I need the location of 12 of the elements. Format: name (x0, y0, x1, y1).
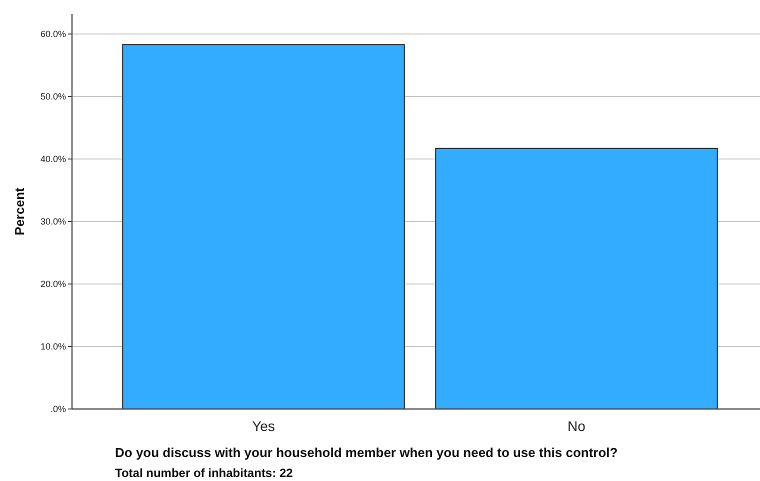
y-tick-label: .0% (50, 404, 66, 414)
x-axis-title: Do you discuss with your household member when you need to use this control? (115, 445, 618, 460)
y-tick-label: 60.0% (40, 29, 66, 40)
y-tick-label: 50.0% (40, 92, 66, 102)
x-tick-label: No (568, 418, 586, 434)
y-tick-label: 10.0% (40, 342, 66, 352)
x-tick-label: Yes (252, 418, 275, 434)
y-axis-title: Percent (12, 186, 27, 236)
y-tick-label: 40.0% (40, 154, 66, 164)
y-tick-label: 30.0% (40, 216, 66, 227)
text: Total number of inhabitants: 22 (115, 466, 294, 480)
y-tick-label: 20.0% (40, 279, 66, 290)
